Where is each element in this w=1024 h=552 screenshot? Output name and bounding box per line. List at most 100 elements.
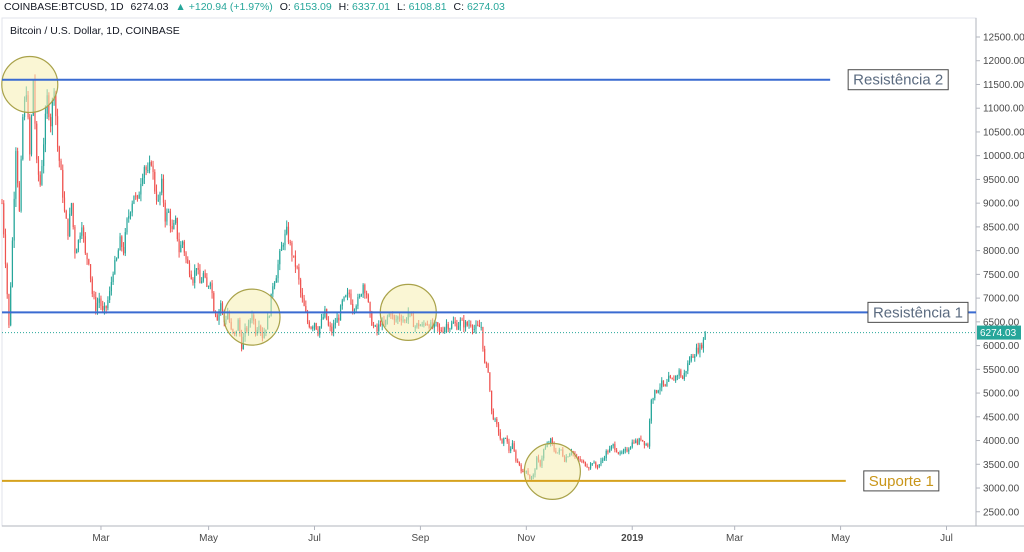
candle-body (628, 449, 630, 452)
candle-body (199, 269, 201, 284)
candle-body (484, 348, 486, 363)
candle-body (50, 117, 52, 127)
candle-body (102, 305, 104, 310)
candle-body (338, 317, 340, 321)
candle-body (673, 379, 675, 381)
candle-body (121, 236, 123, 248)
candle-body (154, 171, 156, 192)
candle-body (629, 447, 632, 450)
level-label-text: Resistência 2 (853, 72, 943, 89)
plot-area[interactable] (1, 17, 977, 527)
candle-body (58, 146, 60, 161)
candle-body (289, 242, 291, 243)
candle-body (36, 123, 38, 160)
candle-body (22, 117, 24, 160)
candle-body (676, 375, 678, 377)
candle-body (195, 268, 198, 271)
candle-body (211, 283, 213, 294)
candle-body (322, 317, 324, 320)
candle-body (517, 461, 519, 462)
candle-body (596, 466, 599, 468)
candle-body (461, 319, 463, 321)
candle-body (364, 284, 366, 294)
candle-body (482, 326, 484, 349)
price-tick-label: 9000.00 (983, 199, 1020, 210)
price-tick-label: 6500.00 (983, 317, 1020, 328)
candle-body (341, 300, 343, 306)
candle-body (220, 303, 222, 311)
time-tick-label: Sep (412, 533, 430, 544)
candle-body (69, 213, 71, 237)
time-axis[interactable]: Mar May Jul Sep Nov 2019 Mar May Jul (92, 526, 953, 544)
candle-body (668, 375, 670, 382)
candle-body (638, 438, 640, 445)
candle-body (492, 410, 494, 420)
legend-row: COINBASE:BTCUSD, 1D 6274.03 ▲ +120.94 (+… (4, 1, 505, 13)
price-tick-label: 11000.00 (983, 104, 1024, 115)
candle-body (687, 363, 689, 371)
candle-body (140, 183, 142, 195)
candle-body (348, 292, 350, 294)
candle-body (487, 363, 489, 373)
candle-body (518, 461, 520, 465)
candle-body (308, 322, 310, 328)
candle-body (164, 202, 166, 222)
candle-body (437, 322, 439, 328)
candle-body (77, 239, 79, 250)
price-tick-label: 3500.00 (983, 460, 1020, 471)
candle-body (114, 260, 116, 274)
candle-body (603, 458, 606, 460)
candle-body (336, 317, 338, 323)
candle-body (586, 466, 588, 468)
candle-body (444, 327, 446, 333)
candle-body (197, 268, 199, 270)
candle-body (17, 151, 19, 184)
price-axis[interactable]: 12500.00 12000.00 11500.00 11000.00 10500.00… (976, 32, 1024, 518)
time-tick-label: Jul (308, 533, 321, 544)
candle-body (378, 324, 380, 332)
candle-body (145, 167, 147, 171)
candle-body (579, 458, 581, 461)
candle-body (319, 326, 321, 335)
last-price-tag-label: 6274.03 (980, 328, 1017, 339)
highlight-circle (223, 288, 281, 346)
candle-body (622, 450, 625, 453)
candle-body (29, 117, 31, 155)
candle-body (624, 449, 626, 451)
last-price-tag-box (977, 325, 1021, 340)
candle-body (70, 203, 73, 214)
price-tick-label: 10500.00 (983, 127, 1024, 138)
legend-change: ▲ +120.94 (+1.97%) (175, 1, 272, 13)
candle-body (520, 464, 522, 472)
candle-body (72, 203, 74, 228)
candle-body (327, 319, 330, 326)
legend-close: 6274.03 (467, 1, 505, 13)
candle-body (494, 418, 496, 420)
time-tick-label: May (831, 533, 850, 544)
candle-body (704, 332, 706, 340)
candle-body (577, 456, 580, 459)
candle-body (463, 319, 465, 328)
candle-body (614, 444, 616, 450)
candle-body (640, 438, 642, 440)
candle-body (279, 250, 281, 265)
candle-body (13, 198, 15, 241)
candle-body (612, 444, 614, 447)
candle-body (440, 329, 442, 332)
candle-body (6, 264, 8, 295)
candle-body (303, 298, 305, 307)
candle-body (445, 324, 448, 328)
candle-body (503, 438, 505, 444)
candle-body (508, 441, 510, 451)
candle-body (119, 236, 121, 251)
candle-body (51, 100, 53, 127)
candle-body (133, 195, 135, 204)
candle-body (159, 192, 161, 200)
candle-body (647, 444, 649, 447)
candle-body (654, 390, 656, 399)
time-tick-label: 2019 (621, 533, 644, 544)
candle-body (284, 233, 286, 245)
candle-body (187, 259, 189, 264)
candle-body (124, 232, 126, 254)
